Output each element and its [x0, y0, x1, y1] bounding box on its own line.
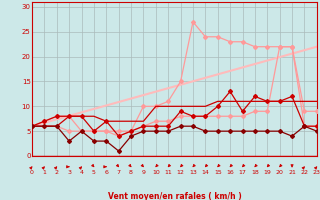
- X-axis label: Vent moyen/en rafales ( km/h ): Vent moyen/en rafales ( km/h ): [108, 192, 241, 200]
